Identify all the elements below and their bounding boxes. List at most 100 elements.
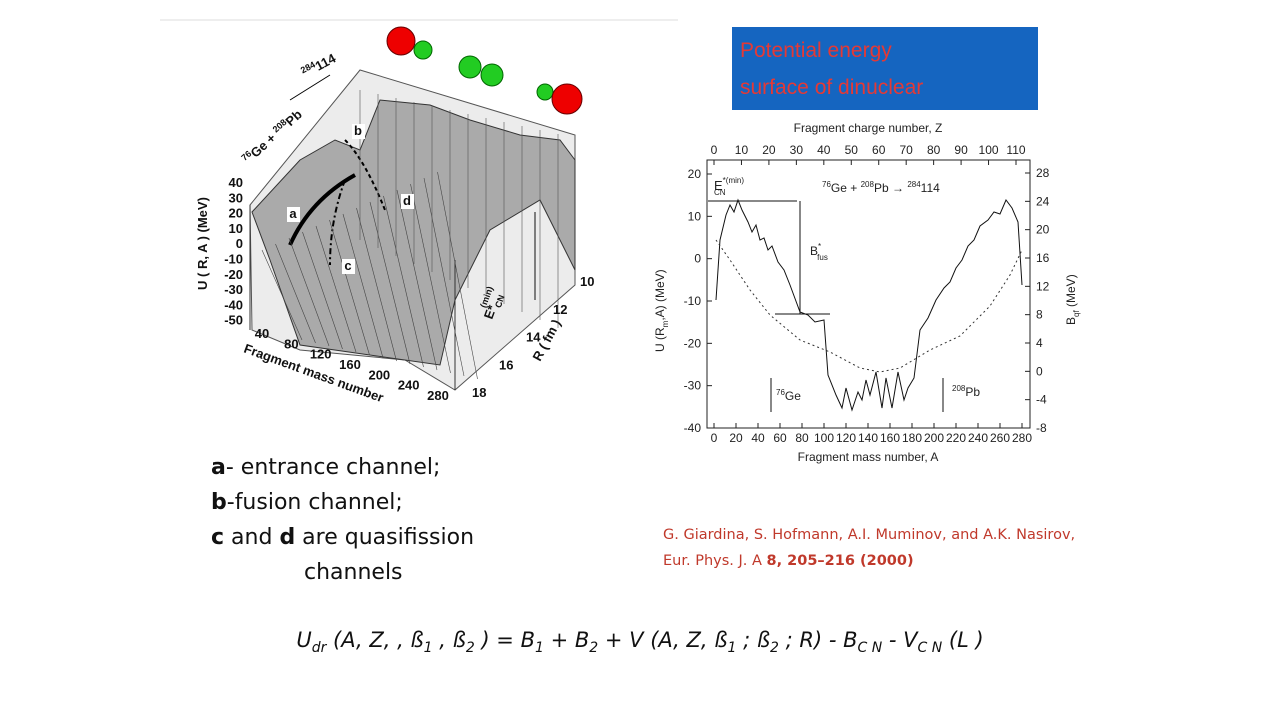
tick-label: 120 [836, 431, 856, 445]
tick-label: -40 [684, 421, 702, 435]
tick-label: -30 [684, 379, 702, 393]
ge-label: 76Ge [776, 388, 801, 403]
mesh-line [342, 213, 384, 359]
tick-label: 80 [284, 336, 298, 351]
tick-label: 40 [255, 326, 269, 341]
ball [536, 83, 554, 101]
mesh-line [369, 201, 411, 365]
tick-label: 70 [900, 143, 914, 157]
channel-label: a [289, 206, 297, 221]
tick-label: -4 [1036, 393, 1047, 407]
mesh-line [288, 237, 330, 347]
mesh-line [315, 225, 357, 353]
tick-label: 20 [762, 143, 776, 157]
formula-part: , ß [433, 628, 466, 652]
subscript: dr [312, 640, 328, 656]
surface [251, 99, 576, 366]
subscript: C N [918, 640, 943, 656]
tick-label: 10 [735, 143, 749, 157]
formula: Udr (A, Z, , ß1 , ß2 ) = B1 + B2 + V (A,… [296, 628, 983, 656]
tick-label: 16 [499, 357, 513, 372]
tick-label: 60 [773, 431, 787, 445]
tick-label: 140 [858, 431, 878, 445]
channel-box [342, 259, 355, 274]
tick-label: -40 [224, 297, 243, 312]
mesh-line [383, 195, 424, 368]
channel-box [401, 194, 414, 209]
mesh-line [275, 243, 316, 344]
tick-label: 60 [872, 143, 886, 157]
legend-line: b-fusion channel; [211, 490, 403, 515]
tick-label: 4 [1036, 336, 1043, 350]
formula-part: + B [544, 628, 589, 652]
tick-label: -30 [224, 282, 243, 297]
channel-label: d [403, 193, 411, 208]
tick-label: 220 [946, 431, 966, 445]
ball [386, 26, 416, 56]
bfus-label: B* fus [810, 242, 828, 262]
tick-label: 100 [979, 143, 999, 157]
channel-box [287, 207, 300, 222]
top-axis-label: Fragment charge number, Z [794, 121, 943, 135]
tick-label: 200 [368, 367, 390, 382]
tick-label: 160 [880, 431, 900, 445]
tick-label: 10 [229, 221, 243, 236]
formula-part: (A, Z, , ß [326, 628, 423, 652]
subscript: 2 [770, 640, 779, 656]
legend-line: c and d are quasifission [211, 525, 474, 550]
tick-label: 180 [902, 431, 922, 445]
subscript: 2 [466, 640, 475, 656]
tick-label: 20 [1036, 223, 1050, 237]
channel-c-arrow [329, 179, 346, 266]
title-box [732, 27, 1038, 110]
tick-label: 20 [729, 431, 743, 445]
tick-label: 160 [339, 357, 361, 372]
tick-label: 40 [817, 143, 831, 157]
tick-label: 80 [927, 143, 941, 157]
formula-part: ; ß [736, 628, 770, 652]
mesh-line [261, 249, 303, 341]
tick-label: 10 [580, 274, 594, 289]
tick-label: 100 [814, 431, 834, 445]
tick-label: -20 [224, 267, 243, 282]
tick-label: 280 [1012, 431, 1032, 445]
subscript: 1 [535, 640, 544, 656]
formula-part: - V [882, 628, 919, 652]
formula-part: ; R) - B [779, 628, 858, 652]
tick-label: 14 [526, 330, 541, 345]
surface-figure: 76Ge + 208Pb 284114 U ( R, A ) (MeV) Fra… [195, 26, 594, 405]
formula-part: U [296, 628, 311, 652]
channel-a-arrow [288, 173, 356, 246]
tick-label: -10 [224, 252, 243, 267]
formula-part: + V (A, Z, ß [598, 628, 727, 652]
title-line: Potential energy [740, 39, 892, 62]
ball [480, 63, 504, 87]
subscript: C N [858, 640, 883, 656]
tick-label: 10 [688, 209, 702, 223]
tick-label: 18 [472, 385, 486, 400]
right-axis-label: Bqf (MeV) [1064, 274, 1081, 325]
mesh-line [356, 207, 397, 362]
tick-label: 30 [229, 190, 243, 205]
tick-label: 20 [688, 167, 702, 181]
tick-label: 0 [236, 236, 243, 251]
arrow [289, 74, 331, 101]
channel-d-arrow [344, 139, 386, 211]
tick-label: 80 [795, 431, 809, 445]
mesh-line [423, 177, 465, 377]
tick-label: 0 [1036, 364, 1043, 378]
mesh-line [410, 183, 451, 374]
tick-label: 90 [954, 143, 968, 157]
channel-label: b [354, 123, 362, 138]
subscript: 1 [424, 640, 433, 656]
tick-label: 40 [229, 175, 243, 190]
left-axis-label: U (Rm,A) (MeV) [653, 269, 670, 352]
subscript: 2 [589, 640, 598, 656]
subscript: 1 [727, 640, 736, 656]
tick-label: 240 [968, 431, 988, 445]
formula-part: (L ) [942, 628, 983, 652]
tick-label: 0 [711, 143, 718, 157]
tick-label: 240 [398, 378, 420, 393]
tick-label: 30 [790, 143, 804, 157]
